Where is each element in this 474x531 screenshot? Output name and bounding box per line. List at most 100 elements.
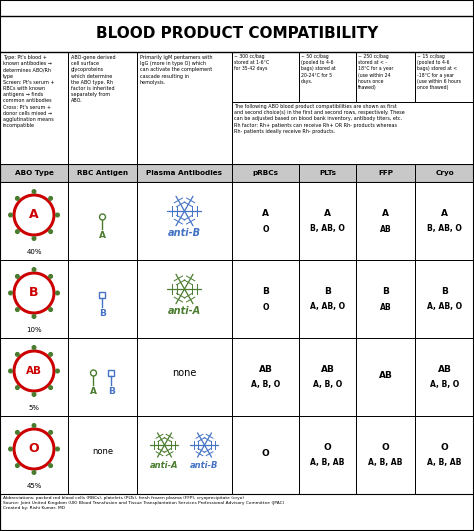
Circle shape: [16, 230, 19, 234]
Text: 5%: 5%: [28, 405, 39, 411]
Text: A, AB, O: A, AB, O: [310, 303, 345, 312]
Text: BLOOD PRODUCT COMPATIBILITY: BLOOD PRODUCT COMPATIBILITY: [96, 26, 378, 41]
Bar: [68, 416, 137, 494]
Bar: [68, 52, 137, 164]
Text: pRBCs: pRBCs: [253, 170, 279, 176]
Text: O: O: [262, 303, 269, 312]
Text: B: B: [324, 287, 331, 295]
Text: ~ 300 cc/bag
stored at 1-6°C
for 35-42 days: ~ 300 cc/bag stored at 1-6°C for 35-42 d…: [234, 54, 269, 71]
Text: AB: AB: [380, 225, 392, 234]
Text: A: A: [441, 209, 448, 218]
Text: AB: AB: [258, 364, 273, 373]
Bar: [299, 338, 356, 416]
Bar: [232, 52, 299, 102]
Bar: [109, 370, 115, 376]
Bar: [415, 260, 474, 338]
Text: none: none: [173, 368, 197, 378]
Bar: [232, 182, 299, 260]
Bar: [100, 292, 106, 298]
Bar: [137, 260, 232, 338]
Text: ABO-gene derived
cell surface
glycoproteins
which determine
the ABO type. Rh
fac: ABO-gene derived cell surface glycoprote…: [71, 55, 116, 104]
Circle shape: [32, 237, 36, 241]
Text: ~ 15 cc/bag
(pooled to 4-6
bags) stored at <
-18°C for a year
(use within 6 hour: ~ 15 cc/bag (pooled to 4-6 bags) stored …: [417, 54, 461, 90]
Text: Plasma Antibodies: Plasma Antibodies: [146, 170, 222, 176]
Text: A: A: [29, 209, 39, 221]
Circle shape: [16, 464, 19, 467]
Circle shape: [16, 386, 19, 389]
Text: Type: Pt's blood +
known antibodies →
determines ABO/Rh
type
Screen: Pt's serum : Type: Pt's blood + known antibodies → de…: [3, 55, 55, 128]
Text: AB: AB: [380, 303, 392, 312]
Circle shape: [49, 386, 53, 389]
Bar: [299, 416, 356, 494]
Text: PLTs: PLTs: [319, 170, 336, 176]
Bar: [0, 164, 474, 182]
Text: A, B, O: A, B, O: [251, 381, 280, 390]
Bar: [299, 260, 356, 338]
Text: A, B, AB: A, B, AB: [428, 458, 462, 467]
Text: anti-A: anti-A: [168, 306, 201, 316]
Text: Abbreviations: packed red blood cells (RBCs), platelets (PLTs), fresh frozen pla: Abbreviations: packed red blood cells (R…: [3, 496, 284, 510]
Circle shape: [56, 369, 59, 373]
Text: ~ 50 cc/bag
(pooled to 4-6
bags) stored at
20-24°C for 5
days.: ~ 50 cc/bag (pooled to 4-6 bags) stored …: [301, 54, 336, 84]
Circle shape: [32, 470, 36, 474]
Bar: [356, 182, 415, 260]
Bar: [68, 182, 137, 260]
Text: Cryo: Cryo: [435, 170, 454, 176]
Text: B, AB, O: B, AB, O: [427, 225, 462, 234]
Bar: [232, 102, 474, 164]
Text: AB: AB: [26, 366, 42, 376]
Text: A: A: [382, 209, 389, 218]
Bar: [415, 52, 474, 102]
Text: B: B: [441, 287, 448, 295]
Text: B: B: [99, 309, 106, 318]
Bar: [0, 338, 68, 416]
Bar: [0, 52, 68, 164]
Bar: [68, 338, 137, 416]
Text: FFP: FFP: [378, 170, 393, 176]
Text: Primarily IgM pentamers with
IgG (more in type O) which
can activate the complem: Primarily IgM pentamers with IgG (more i…: [140, 55, 212, 85]
Circle shape: [49, 230, 53, 234]
Text: B: B: [262, 287, 269, 295]
Text: anti-B: anti-B: [191, 460, 219, 469]
Text: anti-A: anti-A: [150, 460, 179, 469]
Circle shape: [9, 369, 12, 373]
Bar: [137, 182, 232, 260]
Text: anti-B: anti-B: [168, 228, 201, 238]
Text: AB: AB: [438, 364, 451, 373]
Text: A, B, AB: A, B, AB: [310, 458, 345, 467]
Circle shape: [56, 291, 59, 295]
Bar: [232, 260, 299, 338]
Bar: [137, 338, 232, 416]
Bar: [68, 260, 137, 338]
Text: A: A: [90, 387, 97, 396]
Circle shape: [49, 275, 53, 278]
Text: A: A: [262, 209, 269, 218]
Bar: [415, 182, 474, 260]
Circle shape: [9, 213, 12, 217]
Bar: [0, 182, 68, 260]
Bar: [137, 416, 232, 494]
Text: O: O: [441, 442, 448, 451]
Text: A: A: [99, 231, 106, 240]
Circle shape: [32, 424, 36, 427]
Text: B, AB, O: B, AB, O: [310, 225, 345, 234]
Circle shape: [9, 447, 12, 451]
Text: A: A: [324, 209, 331, 218]
Text: O: O: [324, 442, 331, 451]
Circle shape: [16, 196, 19, 200]
Bar: [356, 416, 415, 494]
Circle shape: [49, 308, 53, 311]
Circle shape: [49, 464, 53, 467]
Bar: [299, 182, 356, 260]
Text: none: none: [92, 447, 113, 456]
Text: RBC Antigen: RBC Antigen: [77, 170, 128, 176]
Text: A, B, O: A, B, O: [313, 381, 342, 390]
Text: AB: AB: [379, 371, 392, 380]
Text: O: O: [262, 225, 269, 234]
Circle shape: [32, 268, 36, 271]
Text: O: O: [262, 449, 269, 458]
Circle shape: [32, 393, 36, 396]
Text: ~ 250 cc/bag
stored at < -
18°C for a year
(use within 24
hours once
thawed): ~ 250 cc/bag stored at < - 18°C for a ye…: [358, 54, 393, 90]
Circle shape: [49, 431, 53, 434]
Text: 40%: 40%: [26, 249, 42, 255]
